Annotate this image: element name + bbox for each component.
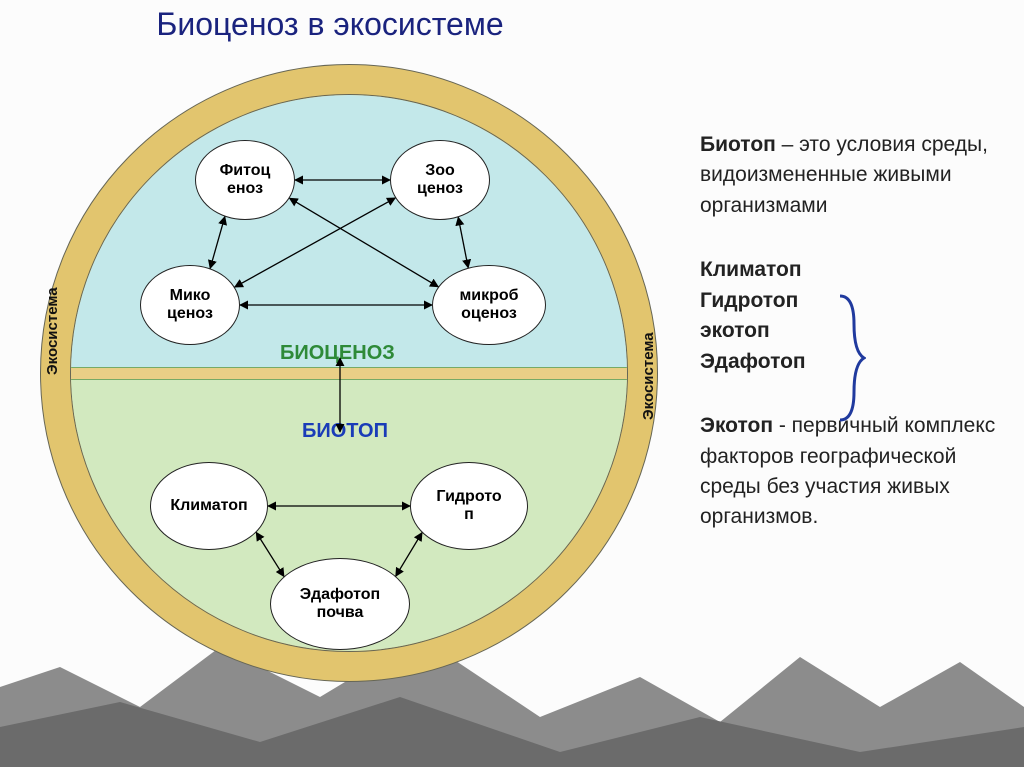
node-edafotop: Эдафотоппочва — [270, 558, 410, 650]
node-klimatop: Климатоп — [150, 462, 268, 550]
side-panel: Биотоп – это условия среды, видоизмененн… — [700, 130, 1005, 533]
biocenosis-label: БИОЦЕНОЗ — [280, 342, 395, 365]
node-gidrotop: Гидротоп — [410, 462, 528, 550]
ecosystem-label-left: Экосистема — [44, 287, 61, 375]
list-item: Эдафотоп — [700, 347, 1005, 377]
ecosystem-label-right: Экосистема — [640, 332, 657, 420]
node-mikrob: микробоценоз — [432, 265, 546, 345]
node-phyto: Фитоценоз — [195, 140, 295, 220]
list-item: Гидротоп — [700, 286, 1005, 316]
node-zoo: Зооценоз — [390, 140, 490, 220]
biotop-label: БИОТОП — [302, 420, 388, 443]
list-item: Климатоп — [700, 255, 1005, 285]
list-item: экотоп — [700, 316, 1005, 346]
biotop-term: Биотоп — [700, 133, 776, 156]
separator-bar — [71, 367, 627, 380]
biotop-definition: Биотоп – это условия среды, видоизмененн… — [700, 130, 1005, 221]
ecotop-term: Экотоп — [700, 414, 773, 437]
ecotop-definition: Экотоп - первичный комплекс факторов гео… — [700, 411, 1005, 533]
node-miko: Микоценоз — [140, 265, 240, 345]
topo-list: Климатоп Гидротоп экотоп Эдафотоп — [700, 255, 1005, 377]
